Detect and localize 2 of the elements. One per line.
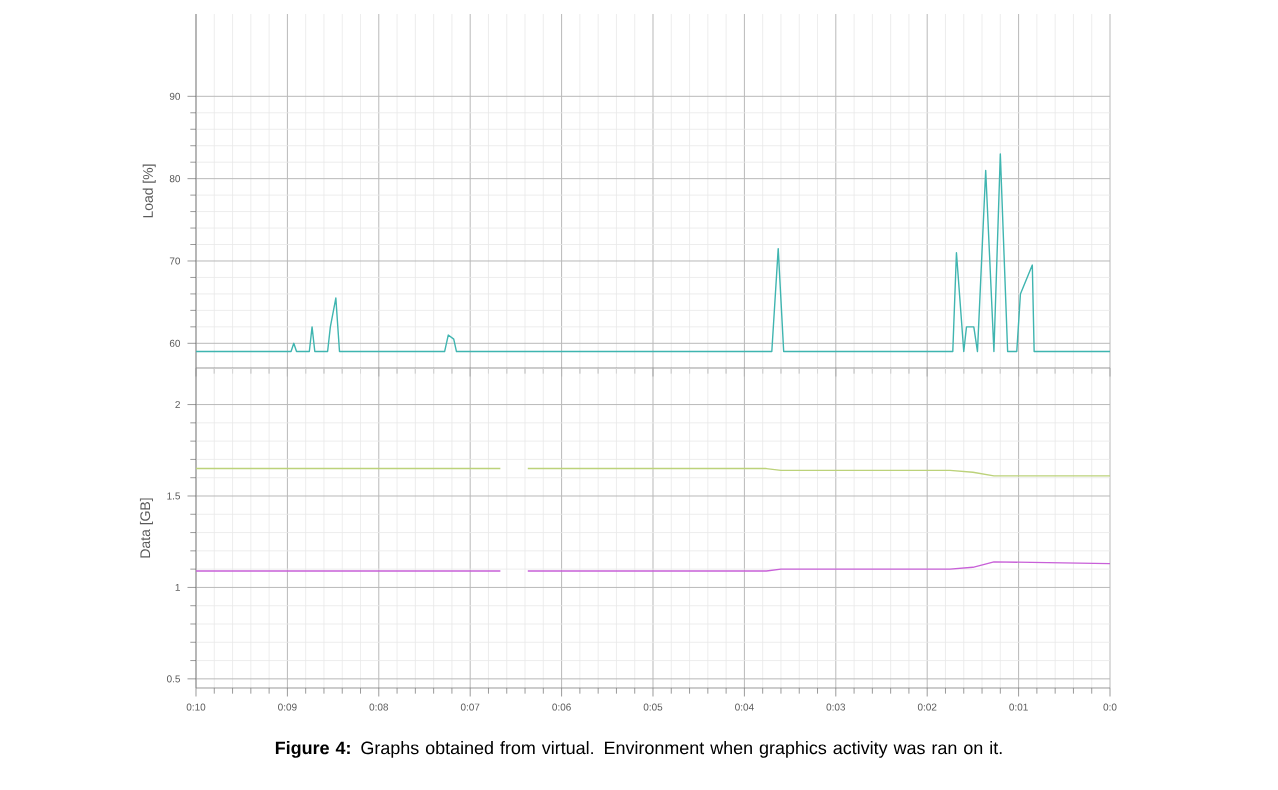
- text: Figure 4: Graphs obtained from virtual. Environment when graphics activity was ran on it.: [275, 741, 1002, 758]
- line-series: [195, 153, 1110, 353]
